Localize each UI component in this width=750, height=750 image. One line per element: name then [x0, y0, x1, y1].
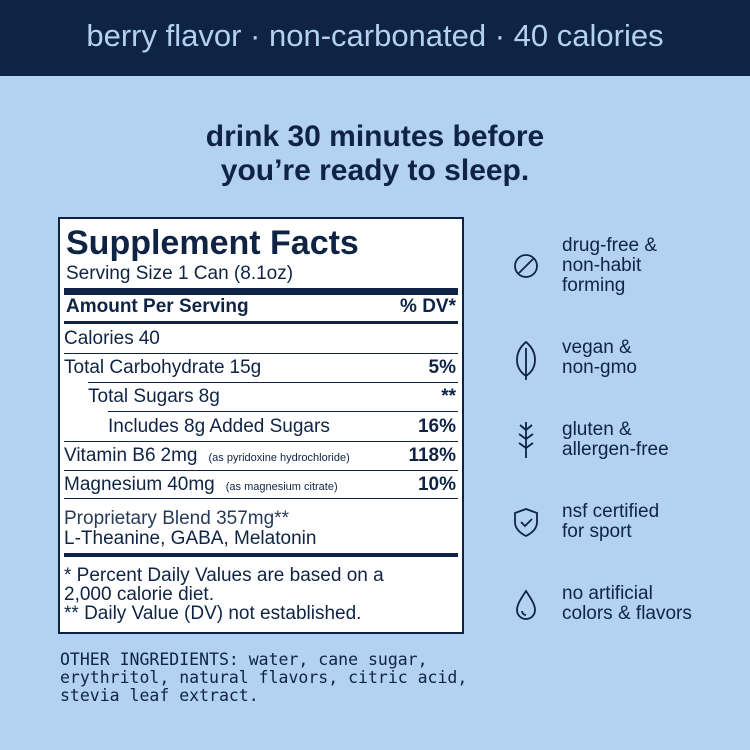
other-ingredients: erythritol, natural flavors, citric acid…	[60, 668, 468, 687]
icon-shield	[514, 508, 538, 538]
rule	[64, 353, 458, 354]
nutrient-amount: 2mg	[160, 444, 198, 466]
fact-row: Vitamin B6 2mg (as pyridoxine hydrochlorid…	[64, 445, 350, 469]
header-title: berry flavor · non-carbonated · 40 calor…	[86, 18, 664, 53]
fact-row: Includes 8g Added Sugars	[108, 416, 330, 438]
nutrient-note: (as pyridoxine hydrochloride)	[208, 451, 350, 464]
rule	[64, 321, 458, 324]
blend: Proprietary Blend 357mg**	[64, 508, 289, 529]
rule	[64, 288, 458, 295]
nutrient-amount: 15g	[229, 357, 262, 379]
nutrient-amount: 40mg	[167, 474, 215, 495]
nutrient-amount: 8g	[198, 386, 220, 408]
nutrient-name: Calories	[64, 328, 134, 349]
fact-row: Calories 40	[64, 328, 160, 350]
nutrient-name: Total Sugars	[88, 386, 194, 408]
rule	[64, 440, 458, 442]
badge-text: for sport	[562, 521, 632, 542]
badge-text: vegan &	[562, 337, 632, 358]
dv-header: % DV*	[400, 296, 456, 317]
daily-value: **	[441, 386, 456, 408]
badge-text: drug-free &	[562, 235, 658, 256]
icon-no	[514, 254, 538, 278]
blend: L-Theanine, GABA, Melatonin	[64, 528, 317, 549]
footnote: 2,000 calorie diet.	[64, 584, 214, 605]
icon-grain	[518, 422, 534, 458]
rule	[64, 498, 458, 499]
nutrient-name: Magnesium	[64, 474, 163, 495]
nutrient-note: (as magnesium citrate)	[225, 481, 338, 493]
badge-text: non-habit	[562, 255, 642, 276]
icon-drop	[516, 589, 536, 620]
footnote: ** Daily Value (DV) not established.	[64, 603, 362, 624]
rule	[88, 382, 458, 384]
tagline: drink 30 minutes before	[205, 120, 545, 153]
facts-title: Supplement Facts	[66, 224, 359, 262]
daily-value: 16%	[417, 415, 456, 437]
daily-value: 118%	[408, 444, 456, 466]
badge-text: no artificial	[562, 583, 653, 604]
rule	[108, 411, 458, 413]
other-ingredients: stevia leaf extract.	[60, 686, 259, 705]
amount-header: Amount Per Serving	[66, 296, 249, 317]
header-bar: berry flavor · non-carbonated · 40 calor…	[0, 0, 750, 76]
fact-row: Magnesium 40mg (as magnesium citrate)	[64, 474, 338, 498]
fact-row: Total Sugars 8g	[88, 386, 220, 408]
badge-text: allergen-free	[562, 439, 669, 460]
daily-value: 10%	[417, 474, 456, 495]
footnote: * Percent Daily Values are based on a	[64, 565, 384, 586]
icon-leaf	[516, 340, 536, 380]
rule	[64, 553, 458, 557]
supplement-facts: Supplement Facts Serving Size 1 Can (8.1…	[58, 217, 464, 634]
fact-row: Total Carbohydrate 15g	[64, 357, 261, 379]
other-ingredients: OTHER INGREDIENTS: water, cane sugar,	[60, 650, 428, 669]
rule	[64, 469, 458, 471]
tagline: you’re ready to sleep.	[220, 154, 530, 187]
icon-no	[518, 258, 534, 274]
badge-text: nsf certified	[562, 501, 660, 522]
nutrient-amount: 40	[138, 328, 160, 349]
badge-text: colors & flavors	[562, 603, 692, 624]
daily-value: 5%	[428, 357, 456, 379]
badge-text: forming	[562, 275, 626, 296]
nutrient-name: Vitamin B6	[64, 444, 156, 466]
badge-text: non-gmo	[562, 357, 637, 378]
badge-icons	[514, 254, 538, 620]
badge-text: gluten &	[562, 419, 632, 440]
nutrient-name: Includes 8g Added Sugars	[108, 415, 330, 437]
serving-size: Serving Size 1 Can (8.1oz)	[66, 263, 294, 284]
nutrient-name: Total Carbohydrate	[64, 357, 225, 379]
